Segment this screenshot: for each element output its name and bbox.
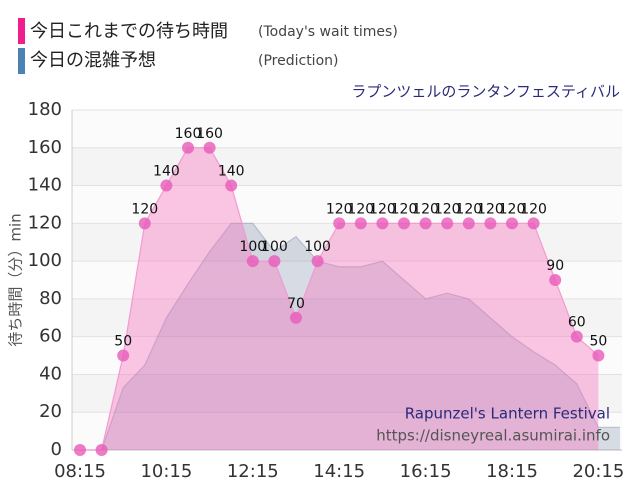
y-tick-label: 20 [39,401,62,422]
marker [398,217,410,230]
marker [506,217,518,230]
data-label: 120 [477,201,504,217]
y-tick-label: 140 [28,175,62,196]
data-label: 70 [287,296,305,312]
marker [527,217,540,230]
legend-note: (Prediction) [258,53,338,69]
x-tick-label: 18:15 [486,461,538,482]
legend-note: (Today's wait times) [258,24,398,40]
marker [484,217,497,230]
data-label: 120 [455,201,482,217]
marker [441,217,454,230]
legend-swatch [18,48,25,74]
y-tick-label: 180 [28,99,62,120]
marker [290,311,302,324]
plot-band [72,412,622,450]
data-label: 50 [114,334,132,350]
line [80,222,620,451]
data-label: 120 [499,201,526,217]
watermark: Rapunzel's Lantern Festival [405,405,610,423]
y-tick-label: 120 [28,212,62,233]
marker [333,217,346,230]
watermark: https://disneyreal.asumirai.info [376,427,610,445]
plot-band [72,336,622,375]
marker [549,274,562,286]
marker [246,255,259,268]
marker [570,330,583,343]
data-label: 90 [546,258,564,274]
y-tick-label: 0 [51,439,62,460]
area [80,223,620,450]
marker [74,444,86,456]
marker [419,217,432,230]
marker [117,349,130,362]
marker [203,141,216,154]
x-tick-label: 14:15 [313,461,365,482]
data-label: 120 [520,201,547,217]
data-label: 120 [131,201,158,217]
marker [160,179,173,192]
marker [311,255,324,268]
marker [376,217,389,230]
x-tick-label: 10:15 [140,461,192,482]
data-label: 140 [153,164,180,180]
marker [462,217,475,230]
plot-band [72,261,622,299]
x-tick-label: 08:15 [54,461,106,482]
x-tick-label: 16:15 [400,461,452,482]
legend-label: 今日これまでの待ち時間 [30,21,228,42]
data-label: 100 [304,239,331,255]
marker [225,179,238,192]
y-axis-label: 待ち時間（分）min [7,213,25,346]
chart-title: ラプンツェルのランタンフェスティバル [351,83,620,101]
data-label: 60 [568,315,586,331]
y-tick-label: 40 [39,363,62,384]
plot-band [72,298,622,337]
legend-swatch [18,18,25,44]
marker [95,444,108,456]
marker [268,255,281,268]
plot-band [72,185,622,224]
data-label: 120 [434,201,461,217]
x-tick-label: 20:15 [572,461,624,482]
data-label: 120 [369,201,396,217]
marker [138,217,151,230]
data-label: 160 [196,126,223,142]
data-label: 120 [347,201,374,217]
data-label: 100 [239,239,266,255]
y-tick-label: 80 [39,288,62,309]
data-label: 120 [412,201,439,217]
plot-band [72,147,622,186]
data-label: 120 [326,201,353,217]
plot-band [72,374,622,413]
data-label: 50 [589,334,607,350]
x-tick-label: 12:15 [227,461,279,482]
marker [182,141,194,154]
plot-band [72,223,622,262]
marker [354,217,367,230]
legend-label: 今日の混雑予想 [30,50,156,71]
data-label: 160 [175,126,202,142]
y-tick-label: 100 [28,250,62,271]
plot-band [72,110,622,148]
data-label: 120 [391,201,418,217]
data-label: 100 [261,239,288,255]
y-tick-label: 60 [39,326,62,347]
marker [592,349,605,362]
data-label: 140 [218,164,245,180]
y-tick-label: 160 [28,137,62,158]
